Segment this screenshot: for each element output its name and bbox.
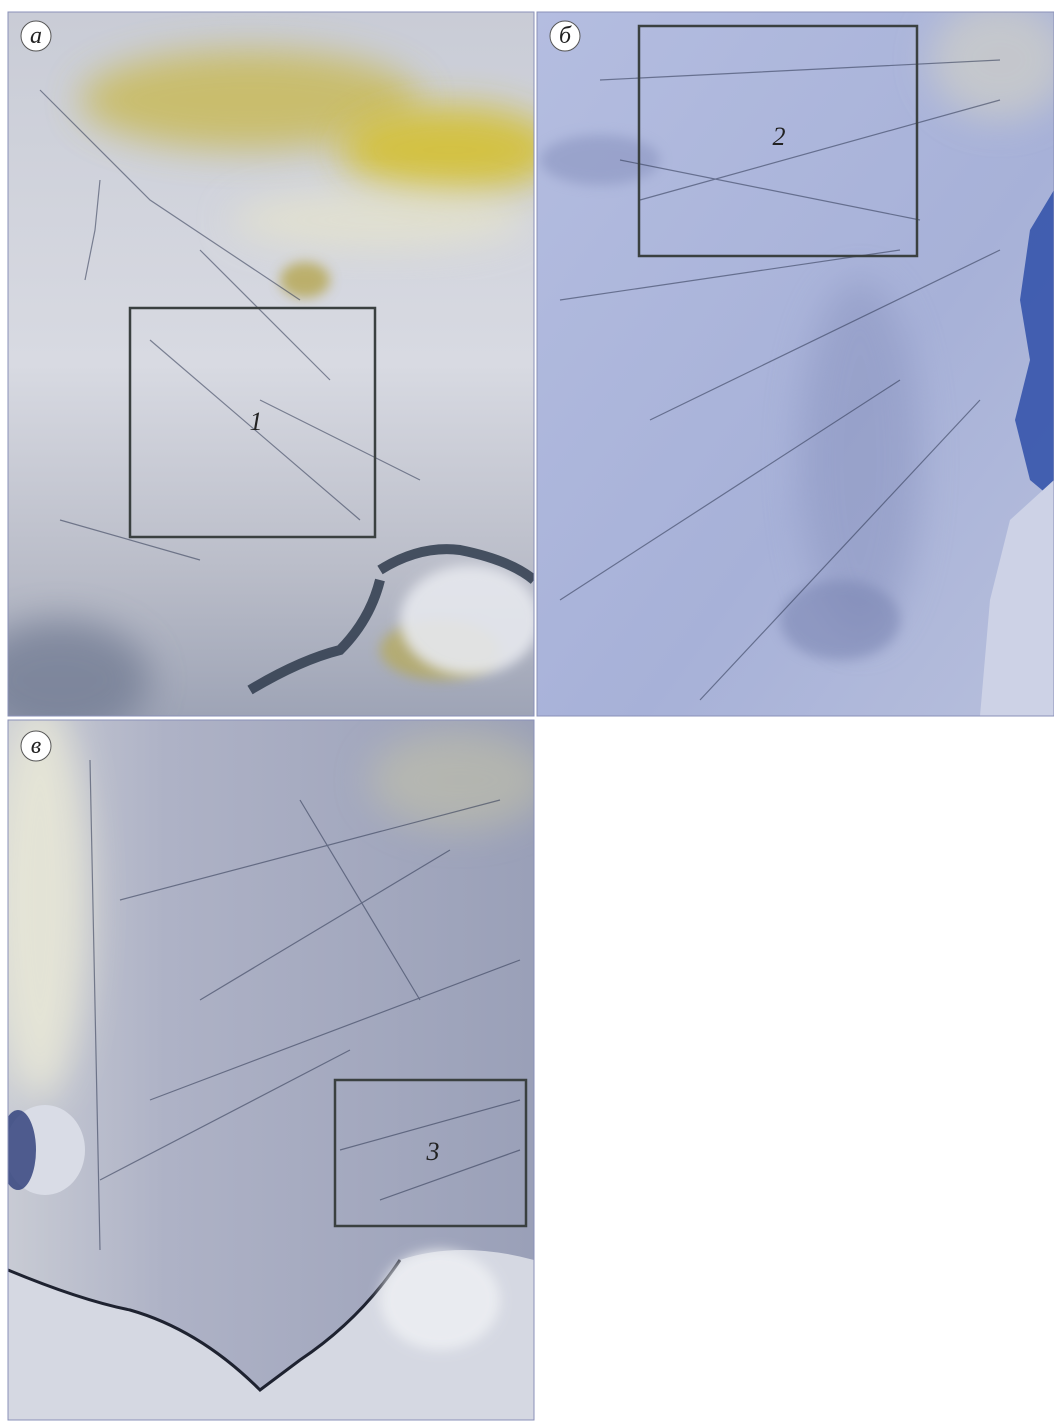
region-label: 3 [426,1137,440,1166]
haze [780,580,900,660]
page: 1 а 2 б 3 в (() => { const data = [0,0,1054,1422]
panel-b: 2 б [537,0,1054,716]
panel-label: б [559,23,572,49]
land [400,565,540,675]
panel-label: в [31,733,41,759]
cloud [340,105,560,195]
region-label: 2 [773,122,786,151]
cloud [370,730,550,830]
land [380,1250,500,1350]
water [0,1110,36,1190]
panel-c: 3 в [0,700,550,1420]
panel-a: 1 а [0,12,560,740]
figure: 1 а 2 б 3 в [0,0,1054,1422]
panel-label: а [30,23,42,49]
cloud [230,190,530,250]
cloud [280,262,330,298]
region-label: 1 [250,407,263,436]
haze [540,135,660,185]
